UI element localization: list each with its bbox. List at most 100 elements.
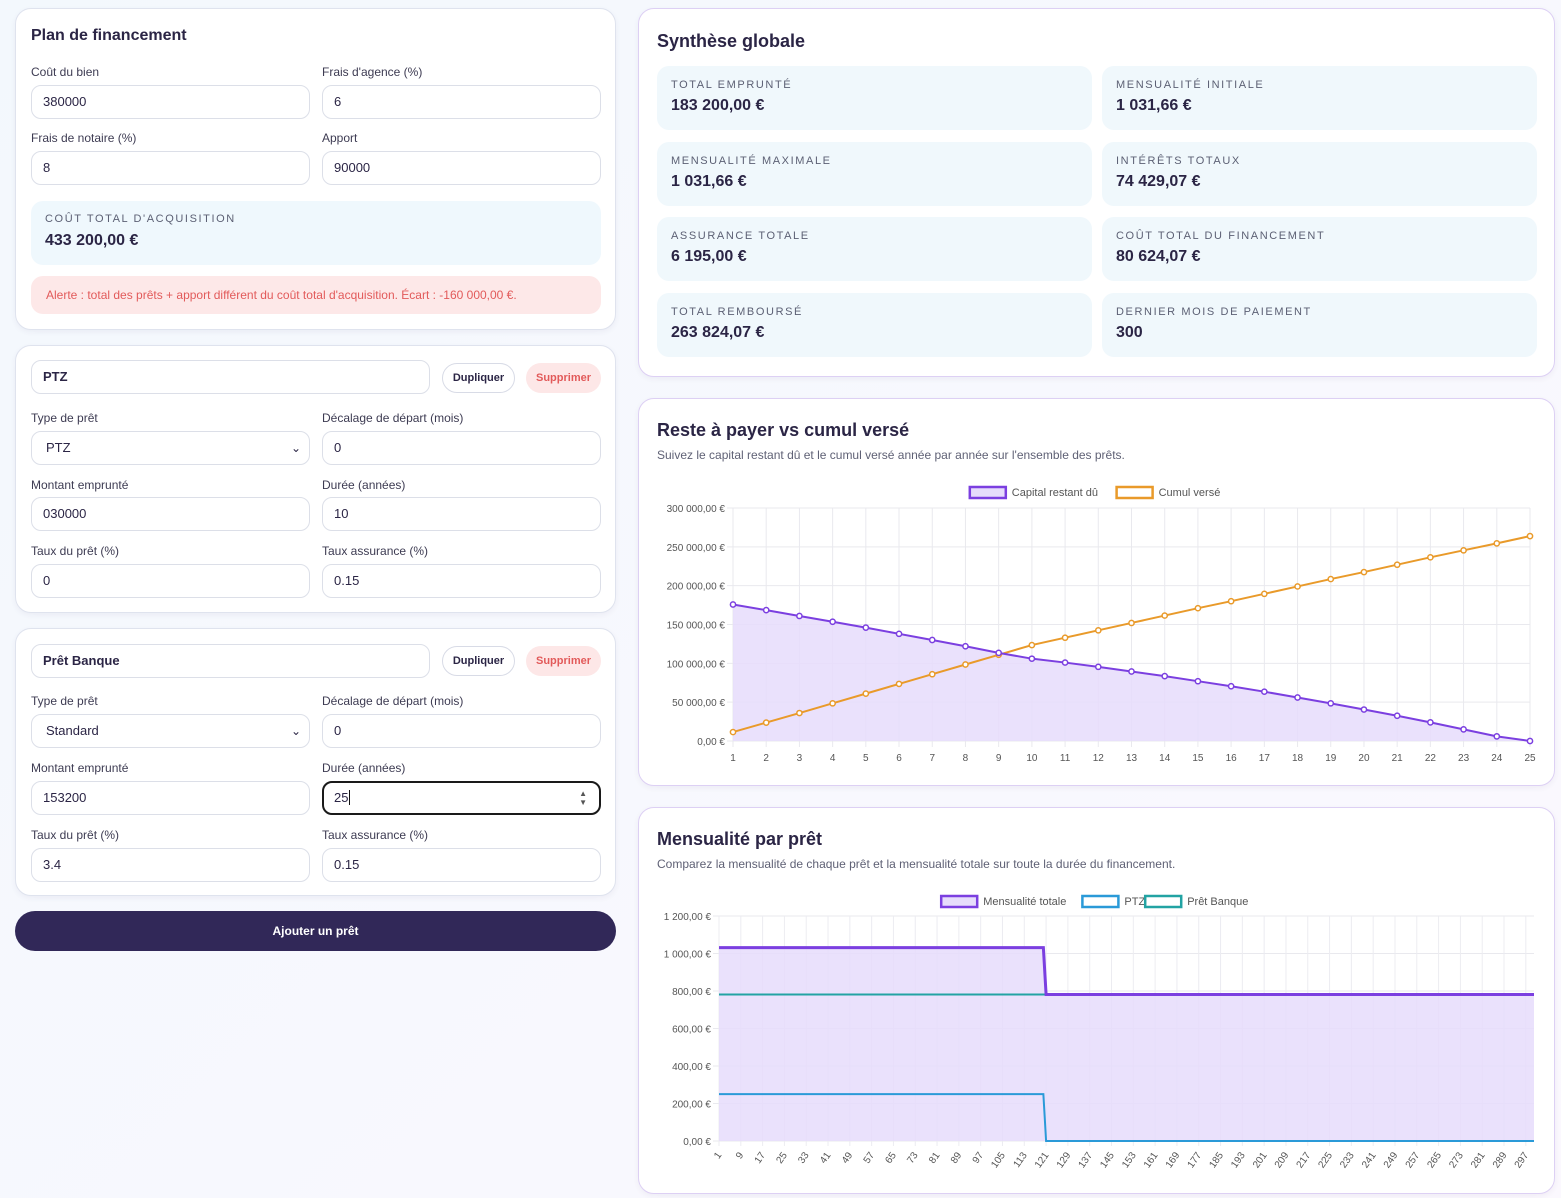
capital-point	[995, 649, 1003, 657]
delete-button[interactable]: Supprimer	[526, 646, 601, 676]
cumul-point	[1327, 575, 1335, 583]
cumul-point	[1393, 561, 1401, 569]
x-tick-label: 73	[905, 1150, 921, 1166]
stat-value: 74 429,07 €	[1116, 173, 1201, 190]
type-select[interactable]: Standard ⌄	[31, 714, 310, 748]
x-tick-label: 22	[1425, 753, 1437, 764]
duration-value: 25	[334, 790, 349, 805]
capital-point	[1094, 663, 1102, 671]
loan-card-banque: Prêt Banque Dupliquer Supprimer Type de …	[15, 628, 616, 896]
x-tick-label: 281	[1469, 1150, 1488, 1170]
insurance-input[interactable]: 0.15	[322, 848, 601, 882]
offset-label: Décalage de départ (mois)	[322, 411, 464, 425]
x-tick-label: 193	[1229, 1150, 1248, 1170]
type-select-value: PTZ	[46, 440, 71, 455]
cumul-point	[862, 690, 870, 697]
chart1-title: Reste à payer vs cumul versé	[657, 420, 910, 440]
legend-label: Mensualité totale	[983, 896, 1066, 908]
y-tick-label: 800,00 €	[672, 987, 711, 998]
chart1-subtitle: Suivez le capital restant dû et le cumul…	[657, 448, 1125, 462]
y-tick-label: 1 200,00 €	[664, 912, 712, 923]
x-tick-label: 121	[1033, 1150, 1052, 1170]
legend-swatch	[939, 894, 979, 909]
cumul-point	[796, 709, 803, 717]
x-tick-label: 217	[1295, 1150, 1314, 1170]
chart1-svg: 0,00 € 50 000,00 € 100 000,00 € 150 000,00 …	[667, 485, 1536, 764]
rate-label: Taux du prêt (%)	[31, 544, 120, 558]
loan-name-input[interactable]: PTZ	[31, 360, 430, 394]
insurance-label: Taux assurance (%)	[322, 544, 429, 558]
loan-name-input[interactable]: Prêt Banque	[31, 644, 430, 678]
amount-input[interactable]: 030000	[31, 497, 310, 531]
y-tick-label: 200,00 €	[672, 1100, 711, 1111]
x-tick-label: 24	[1491, 753, 1503, 764]
x-tick-label: 25	[774, 1150, 790, 1166]
duration-label: Durée (années)	[322, 478, 406, 492]
capital-point	[1460, 726, 1467, 733]
frais-agence-input[interactable]: 6	[322, 85, 601, 119]
duration-input[interactable]: 25 ▲ ▼	[322, 781, 601, 815]
type-label: Type de prêt	[31, 411, 98, 425]
cout-bien-input[interactable]: 380000	[31, 85, 310, 119]
capital-point	[1260, 688, 1268, 696]
spinner-icon[interactable]: ▲ ▼	[579, 789, 587, 807]
x-tick-label: 1	[730, 753, 736, 764]
synthese-card: Synthèse globale TOTAL EMPRUNTÉ 183 200,0…	[638, 8, 1555, 377]
x-tick-label: 129	[1055, 1150, 1074, 1170]
offset-input[interactable]: 0	[322, 714, 601, 748]
rate-input[interactable]: 3.4	[31, 848, 310, 882]
duration-input[interactable]: 10	[322, 497, 601, 531]
stat-value: 1 031,66 €	[1116, 97, 1192, 114]
x-tick-label: 185	[1207, 1150, 1226, 1170]
stat-value: 6 195,00 €	[671, 248, 747, 265]
y-tick-label: 100 000,00 €	[667, 659, 726, 670]
add-loan-button[interactable]: Ajouter un prêt	[15, 911, 616, 951]
x-tick-label: 2	[763, 753, 769, 764]
x-tick-label: 11	[1060, 753, 1071, 764]
stat-value: 183 200,00 €	[671, 97, 765, 114]
x-tick-label: 169	[1164, 1150, 1183, 1170]
synthese-title: Synthèse globale	[657, 31, 806, 51]
stat-label: MENSUALITÉ INITIALE	[1116, 79, 1265, 91]
x-tick-label: 1	[712, 1150, 724, 1161]
legend-label: Capital restant dû	[1012, 487, 1098, 499]
x-tick-label: 249	[1382, 1150, 1401, 1170]
x-tick-label: 18	[1292, 753, 1304, 764]
capital-point	[729, 601, 737, 608]
delete-button[interactable]: Supprimer	[526, 363, 601, 393]
total-acquisition-value: 433 200,00 €	[45, 232, 139, 249]
amount-input[interactable]: 153200	[31, 781, 310, 815]
apport-input[interactable]: 90000	[322, 151, 601, 185]
legend-swatch	[1115, 485, 1154, 500]
capital-point	[1493, 732, 1501, 740]
rate-input[interactable]: 0	[31, 564, 310, 598]
x-tick-label: 273	[1447, 1150, 1466, 1170]
total-acquisition-box: COÛT TOTAL D'ACQUISITION 433 200,00 €	[31, 201, 601, 265]
loan-card-ptz: PTZ Dupliquer Supprimer Type de prêt PTZ…	[15, 345, 616, 613]
capital-point	[1161, 672, 1169, 680]
x-tick-label: 9	[734, 1150, 746, 1161]
duplicate-button[interactable]: Dupliquer	[442, 363, 515, 393]
ecart-alert: Alerte : total des prêts + apport différ…	[31, 276, 601, 314]
x-tick-label: 297	[1513, 1150, 1532, 1170]
legend-swatch	[1143, 894, 1183, 909]
offset-input[interactable]: 0	[322, 431, 601, 465]
insurance-input[interactable]: 0.15	[322, 564, 601, 598]
stat-label: MENSUALITÉ MAXIMALE	[671, 155, 832, 167]
apport-label: Apport	[322, 131, 358, 145]
duplicate-button[interactable]: Dupliquer	[442, 646, 515, 676]
x-tick-label: 10	[1026, 753, 1038, 764]
x-tick-label: 89	[949, 1150, 965, 1166]
frais-notaire-input[interactable]: 8	[31, 151, 310, 185]
stat-value: 263 824,07 €	[671, 324, 765, 341]
x-tick-label: 161	[1142, 1150, 1161, 1170]
chevron-down-icon: ⌄	[290, 441, 301, 455]
total-line	[719, 946, 1534, 996]
x-tick-label: 14	[1159, 753, 1171, 764]
x-tick-label: 201	[1251, 1150, 1270, 1170]
x-tick-label: 9	[996, 753, 1002, 764]
cumul-point	[962, 661, 969, 668]
type-select[interactable]: PTZ ⌄	[31, 431, 310, 465]
legend-swatch	[968, 485, 1008, 500]
x-tick-label: 241	[1360, 1150, 1379, 1170]
